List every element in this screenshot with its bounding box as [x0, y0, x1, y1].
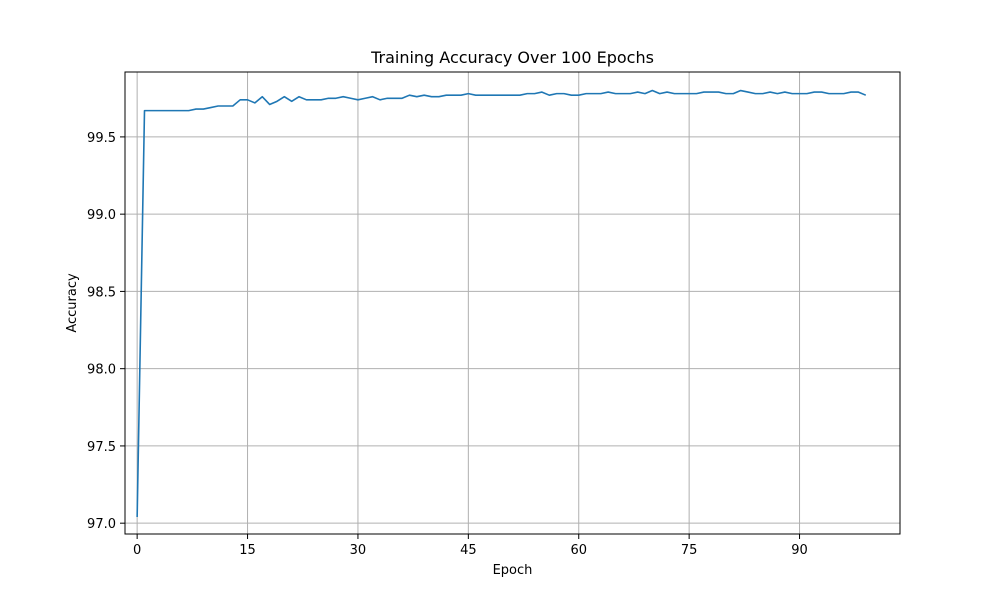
series-layer [136, 89, 867, 518]
y-tick-label: 99.5 [87, 131, 116, 146]
x-tick-label: 60 [570, 543, 587, 558]
x-tick-label: 30 [350, 543, 367, 558]
x-axis-label: Epoch [493, 563, 533, 578]
y-tick-label: 97.0 [87, 517, 116, 532]
x-tick-label: 0 [133, 543, 141, 558]
x-tick-label: 75 [681, 543, 698, 558]
y-tick-label: 98.0 [87, 363, 116, 378]
axis-ticks: 0 15 30 45 60 75 90 97.0 97.5 98.0 98.5 99.0 99.5 [87, 131, 808, 558]
x-tick-label: 45 [460, 543, 477, 558]
accuracy-series-line [136, 89, 867, 518]
y-axis-label: Accuracy [65, 273, 80, 333]
y-tick-label: 97.5 [87, 440, 116, 455]
x-tick-label: 90 [791, 543, 808, 558]
y-tick-label: 98.5 [87, 285, 116, 300]
plot-area-frame [124, 71, 901, 535]
x-tick-label: 15 [239, 543, 256, 558]
grid [125, 72, 900, 534]
chart-title: Training Accuracy Over 100 Epochs [370, 48, 654, 67]
y-tick-label: 99.0 [87, 208, 116, 223]
